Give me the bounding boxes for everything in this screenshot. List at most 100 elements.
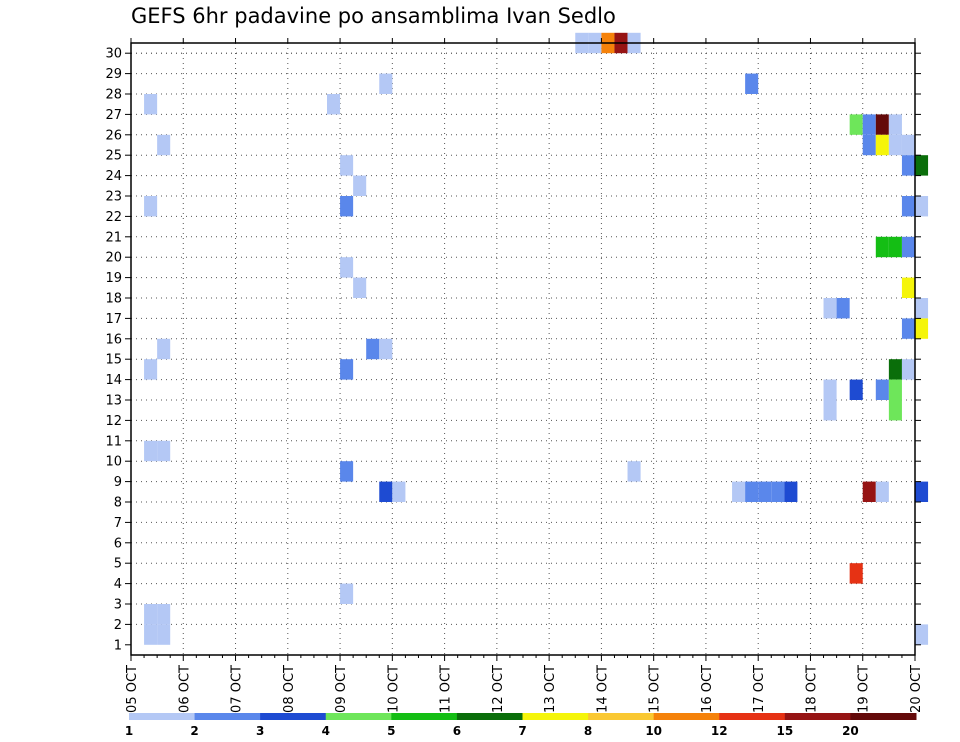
y-tick-label: 21 xyxy=(105,230,122,245)
y-tick-label: 17 xyxy=(105,312,122,327)
y-tick-label: 2 xyxy=(114,618,122,633)
heatmap-cell xyxy=(732,481,746,502)
heatmap-cell xyxy=(144,440,158,462)
heatmap-cell xyxy=(875,134,889,156)
chart-title: GEFS 6hr padavine po ansamblima Ivan Sed… xyxy=(131,4,616,28)
y-tick-label: 13 xyxy=(105,394,122,409)
y-tick-label: 1 xyxy=(114,638,122,653)
x-tick-label: 14 OCT xyxy=(595,665,610,713)
x-tick-label: 13 OCT xyxy=(543,665,558,713)
x-tick-label: 09 OCT xyxy=(334,665,349,713)
heatmap-cell xyxy=(901,196,915,217)
legend-swatch xyxy=(391,713,458,720)
x-tick-label: 08 OCT xyxy=(282,665,297,713)
legend-swatch xyxy=(588,713,655,720)
x-tick-label: 07 OCT xyxy=(230,665,245,713)
y-tick-label: 22 xyxy=(105,210,122,225)
x-tick-label: 19 OCT xyxy=(857,665,872,713)
heatmap-cell xyxy=(849,379,863,400)
y-tick-label: 28 xyxy=(105,88,122,103)
heatmap-cell xyxy=(849,114,863,135)
heatmap-cell xyxy=(836,298,850,319)
legend-swatch xyxy=(456,713,523,720)
y-tick-label: 12 xyxy=(105,414,122,429)
heatmap-cell xyxy=(340,196,354,217)
y-tick-label: 24 xyxy=(105,169,122,184)
heatmap-cell xyxy=(379,338,393,360)
legend-label: 5 xyxy=(387,724,395,738)
x-tick-label: 20 OCT xyxy=(909,665,924,713)
legend-label: 20 xyxy=(842,724,859,738)
heatmap-cell xyxy=(875,481,889,502)
heatmap-cell xyxy=(157,440,171,462)
heatmap-cell xyxy=(353,277,367,298)
x-tick-label: 05 OCT xyxy=(125,665,140,713)
y-tick-label: 5 xyxy=(114,557,122,572)
legend-label: 10 xyxy=(645,724,662,738)
heatmap-cell xyxy=(340,359,354,380)
heatmap-cell xyxy=(849,563,863,584)
x-tick-label: 06 OCT xyxy=(177,665,192,713)
heatmap-cell xyxy=(901,134,915,156)
y-tick-label: 14 xyxy=(105,373,122,388)
heatmap-cell xyxy=(875,379,889,400)
heatmap-cell xyxy=(366,338,380,360)
y-tick-label: 7 xyxy=(114,516,122,531)
heatmap-cell xyxy=(758,481,772,502)
x-tick-label: 11 OCT xyxy=(439,665,454,713)
heatmap-cell xyxy=(340,155,354,176)
heatmap-cell xyxy=(888,134,902,156)
legend-label: 1 xyxy=(125,724,133,738)
legend-swatch xyxy=(784,713,851,720)
heatmap-cell xyxy=(823,379,837,400)
y-tick-label: 29 xyxy=(105,67,122,82)
x-tick-label: 18 OCT xyxy=(804,665,819,713)
y-tick-label: 23 xyxy=(105,190,122,205)
heatmap-cell xyxy=(340,461,354,482)
heatmap-cell xyxy=(340,583,354,604)
heatmap-cell xyxy=(340,257,354,278)
y-tick-label: 18 xyxy=(105,292,122,307)
legend-label: 2 xyxy=(190,724,198,738)
y-tick-label: 26 xyxy=(105,128,122,143)
heatmap-cell xyxy=(888,236,902,258)
x-tick-label: 12 OCT xyxy=(491,665,506,713)
heatmap-cell xyxy=(888,359,902,380)
legend-swatch xyxy=(719,713,786,720)
y-tick-label: 4 xyxy=(114,577,122,592)
legend-label: 6 xyxy=(453,724,461,738)
heatmap-cell xyxy=(915,481,929,502)
y-tick-label: 9 xyxy=(114,475,122,490)
x-tick-label: 10 OCT xyxy=(386,665,401,713)
heatmap-cell xyxy=(327,94,341,115)
heatmap-cell xyxy=(915,298,929,319)
plot-frame xyxy=(130,42,916,656)
heatmap-cell xyxy=(157,624,171,645)
legend-swatch xyxy=(260,713,327,720)
y-tick-label: 8 xyxy=(114,496,122,511)
y-tick-label: 15 xyxy=(105,353,122,368)
y-tick-label: 6 xyxy=(114,536,122,551)
x-tick-label: 17 OCT xyxy=(752,665,767,713)
x-tick-label: 16 OCT xyxy=(700,665,715,713)
heatmap-cell xyxy=(915,318,929,339)
heatmap-cell xyxy=(144,196,158,217)
heatmap-cell xyxy=(862,114,876,135)
legend-swatch xyxy=(653,713,720,720)
heatmap-cell xyxy=(915,196,929,217)
heatmap-cell xyxy=(888,379,902,400)
y-tick-label: 27 xyxy=(105,108,122,123)
heatmap-cell xyxy=(823,298,837,319)
legend-label: 4 xyxy=(322,724,330,738)
heatmap-cell xyxy=(144,94,158,115)
heatmap-cell xyxy=(915,624,929,645)
legend-swatch xyxy=(850,713,917,720)
legend-swatch xyxy=(522,713,589,720)
heatmap-cell xyxy=(144,359,158,380)
y-tick-label: 19 xyxy=(105,271,122,286)
legend-label: 12 xyxy=(711,724,728,738)
heatmap-cell xyxy=(353,175,367,196)
heatmap-cell xyxy=(901,359,915,380)
heatmap-cell xyxy=(888,114,902,135)
